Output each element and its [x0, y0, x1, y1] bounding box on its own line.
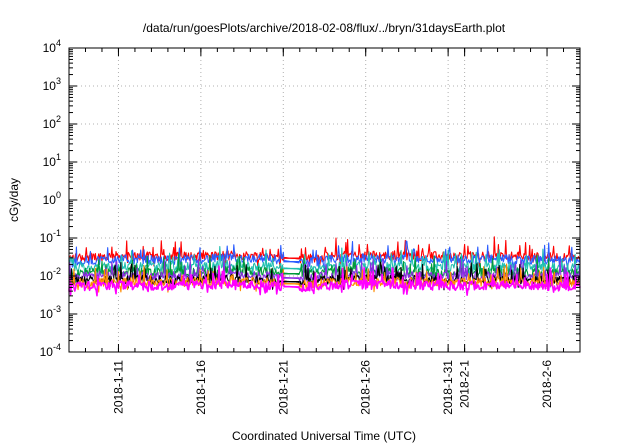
y-tick-label: 101: [43, 152, 61, 169]
x-tick-label: 2018-2-6: [540, 360, 554, 408]
series-line: [68, 265, 581, 297]
x-axis-ticks: 2018-1-11 2018-1-16 2018-1-21 2018-1-26 2018…: [68, 48, 581, 415]
x-tick-label: 2018-1-31: [441, 360, 455, 415]
y-tick-label: 10-3: [40, 304, 61, 321]
y-tick-label: 103: [43, 76, 61, 93]
x-tick-label: 2018-1-21: [276, 360, 290, 415]
y-axis-label: cGy/day: [7, 178, 21, 222]
y-tick-label: 10-1: [40, 228, 61, 245]
y-tick-label: 10-2: [40, 266, 61, 283]
y-tick-label: 104: [43, 38, 61, 55]
x-axis-label: Coordinated Universal Time (UTC): [232, 429, 416, 443]
y-axis-ticks: 10-4 10-3 10-2 10-1 100 101 102 103 104: [40, 38, 580, 359]
x-tick-label: 2018-1-26: [359, 360, 373, 415]
series-group: [68, 236, 581, 297]
y-tick-label: 102: [43, 114, 61, 131]
chart-title: /data/run/goesPlots/archive/2018-02-08/f…: [143, 21, 506, 35]
series-line: [68, 258, 581, 288]
data-gap-lines: [283, 257, 300, 288]
y-tick-label: 100: [43, 190, 61, 207]
y-tick-label: 10-4: [40, 342, 61, 359]
x-tick-label: 2018-1-11: [111, 360, 125, 414]
x-tick-label: 2018-2-1: [458, 360, 472, 408]
grid-lines: [69, 48, 580, 352]
x-tick-label: 2018-1-16: [194, 360, 208, 415]
series-line: [68, 245, 581, 279]
